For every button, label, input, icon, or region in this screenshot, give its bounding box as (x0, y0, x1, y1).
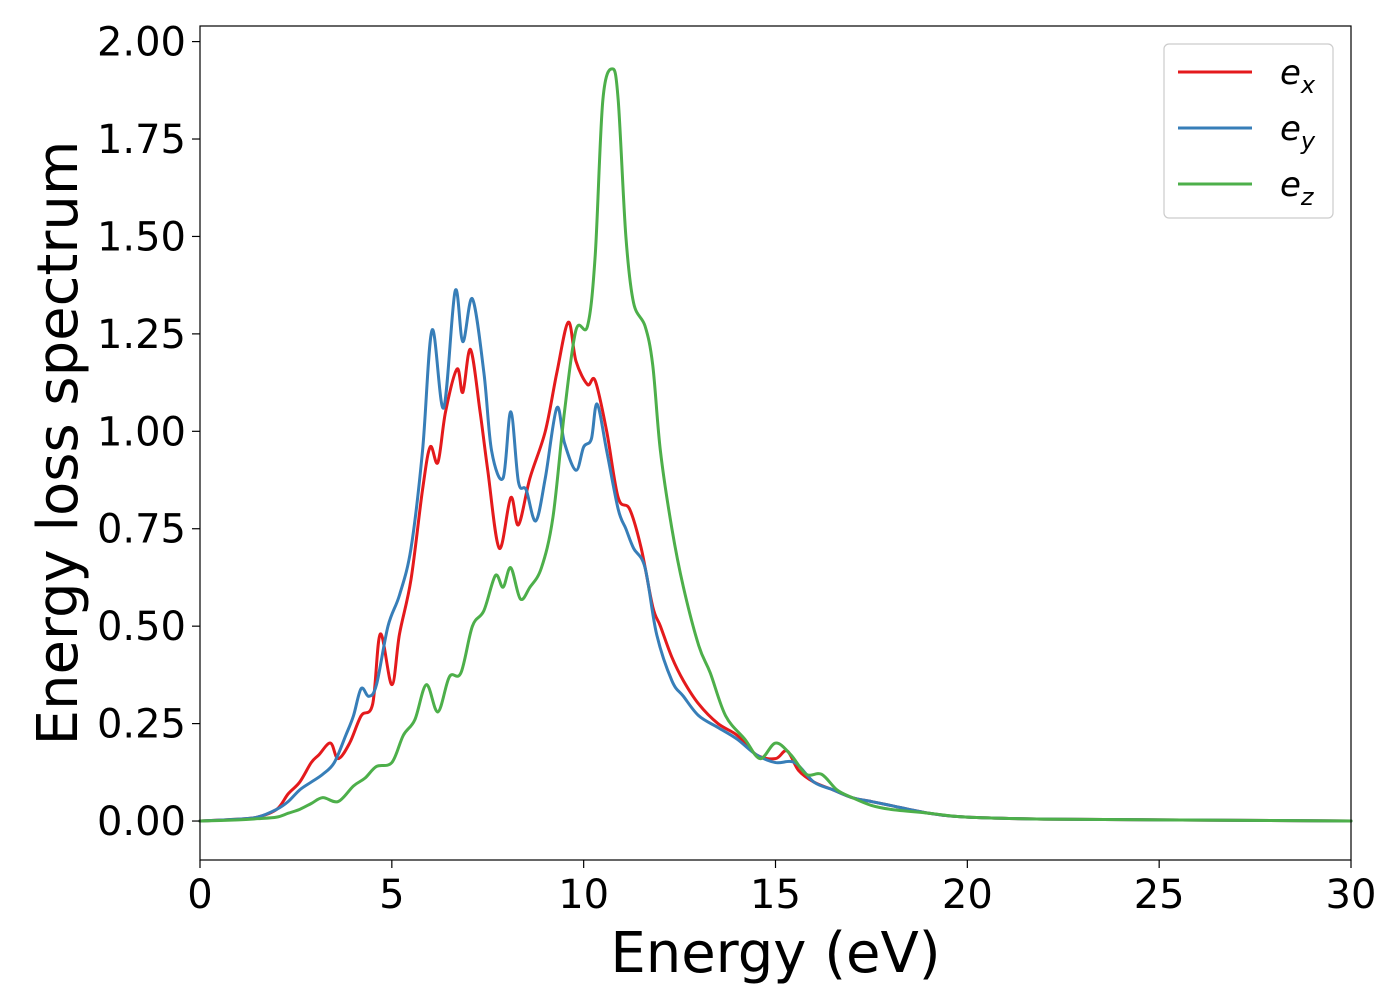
legend-label-x: ex (1280, 53, 1316, 99)
y-tick-label: 2.00 (97, 20, 186, 66)
plot-lines-group (198, 67, 1353, 823)
y-tick-label: 0.50 (97, 604, 186, 650)
y-axis-label: Energy loss spectrum (26, 141, 91, 746)
y-tick-label: 0.75 (97, 507, 186, 553)
y-tick-label: 0.00 (97, 799, 186, 845)
legend-label-y: ey (1280, 109, 1316, 155)
legend-label-subscript: x (1300, 71, 1316, 99)
legend-label-z: ez (1280, 165, 1315, 211)
legend-label-base: e (1280, 53, 1301, 93)
legend-label-base: e (1280, 109, 1301, 149)
x-tick-label: 15 (750, 872, 801, 918)
x-tick-label: 25 (1134, 872, 1185, 918)
y-tick-label: 0.25 (97, 702, 186, 748)
legend-label-subscript: y (1300, 127, 1316, 155)
x-axis-label: Energy (eV) (610, 921, 940, 986)
y-tick-label: 1.00 (97, 409, 186, 455)
y-tick-label: 1.75 (97, 117, 186, 163)
legend-label-subscript: z (1300, 183, 1315, 211)
y-axis-ticks: 0.00 0.25 0.50 0.75 1.00 1.25 1.50 1.75 2.00 (97, 20, 200, 845)
y-tick-label: 1.50 (97, 214, 186, 260)
x-tick-label: 30 (1326, 872, 1377, 918)
x-tick-label: 0 (187, 872, 212, 918)
series-line-z (198, 67, 1353, 823)
x-axis-ticks: 0 5 10 15 20 25 30 (187, 860, 1376, 918)
legend-box (1163, 43, 1334, 219)
y-tick-label: 1.25 (97, 312, 186, 358)
x-tick-label: 20 (942, 872, 993, 918)
x-tick-label: 5 (379, 872, 404, 918)
x-tick-label: 10 (558, 872, 609, 918)
legend-label-base: e (1280, 165, 1301, 205)
